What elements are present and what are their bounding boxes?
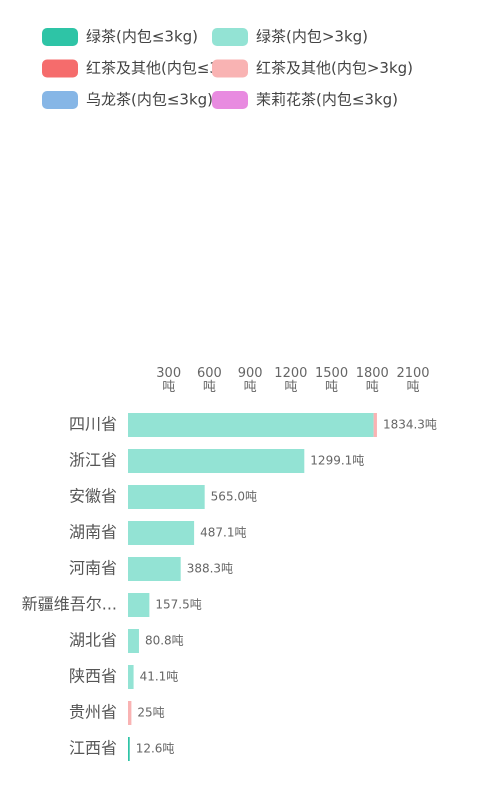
value-label: 1299.1吨	[310, 454, 364, 468]
x-tick-label: 300吨	[156, 366, 182, 395]
category-label: 安徽省	[69, 487, 117, 506]
legend-swatch[interactable]	[212, 91, 248, 109]
x-tick-label: 1200吨	[274, 366, 308, 395]
legend-label: 乌龙茶(内包≤3kg)	[86, 91, 213, 109]
category-label: 河南省	[69, 559, 117, 578]
bar-segment	[373, 413, 377, 437]
x-tick-label: 1500吨	[315, 366, 349, 395]
value-label: 41.1吨	[140, 670, 179, 684]
value-label: 565.0吨	[211, 490, 257, 504]
value-label: 25吨	[137, 706, 164, 720]
legend-label: 绿茶(内包>3kg)	[256, 28, 368, 46]
category-label: 江西省	[69, 739, 117, 758]
x-tick-label: 600吨	[197, 366, 222, 395]
bar-segment	[128, 737, 130, 761]
x-tick-label: 1800吨	[355, 366, 389, 395]
legend-swatch[interactable]	[212, 28, 248, 46]
x-tick-label: 900吨	[237, 366, 263, 395]
value-label: 80.8吨	[145, 634, 184, 648]
legend-swatch[interactable]	[42, 91, 78, 109]
legend-label: 绿茶(内包≤3kg)	[86, 28, 198, 46]
bar-segment	[128, 665, 134, 689]
category-label: 新疆维吾尔...	[22, 595, 117, 614]
bar-segment	[128, 485, 205, 509]
value-label: 487.1吨	[200, 526, 246, 540]
category-label: 四川省	[69, 415, 117, 434]
bar-segment	[128, 557, 181, 581]
category-label: 浙江省	[69, 451, 117, 470]
value-label: 157.5吨	[155, 598, 201, 612]
legend-swatch[interactable]	[42, 28, 78, 46]
value-label: 1834.3吨	[383, 418, 437, 432]
category-label: 陕西省	[69, 667, 117, 686]
bar-segment	[128, 413, 374, 437]
legend-swatch[interactable]	[212, 59, 248, 78]
legend-label: 红茶及其他(内包>3kg)	[256, 59, 413, 77]
category-label: 湖北省	[69, 631, 117, 650]
legend-label: 红茶及其他(内包≤3kg)	[86, 59, 243, 77]
x-tick-label: 2100吨	[396, 366, 430, 395]
bar-segment	[128, 521, 195, 545]
category-label: 湖南省	[69, 523, 117, 542]
bar-segment	[128, 593, 150, 617]
legend-swatch[interactable]	[42, 59, 78, 78]
value-label: 12.6吨	[136, 742, 175, 756]
bar-segment	[128, 449, 305, 473]
bar-segment	[128, 629, 139, 653]
legend-label: 茉莉花茶(内包≤3kg)	[256, 91, 398, 109]
category-label: 贵州省	[69, 703, 117, 722]
bar-segment	[128, 701, 132, 725]
value-label: 388.3吨	[187, 562, 233, 576]
